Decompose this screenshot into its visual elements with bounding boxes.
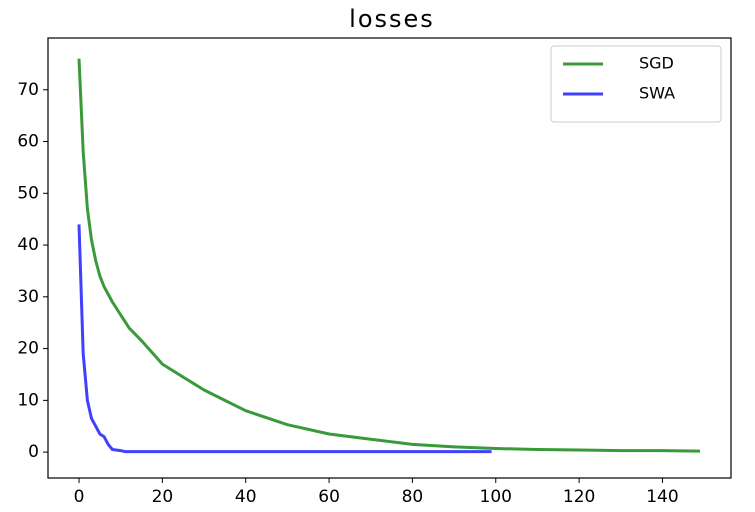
y-tick-label: 70	[17, 80, 39, 100]
x-tick-label: 60	[318, 487, 340, 507]
x-tick-label: 0	[74, 487, 85, 507]
x-tick-label: 40	[235, 487, 257, 507]
x-tick-label: 120	[563, 487, 595, 507]
legend-label: SGD	[639, 54, 674, 73]
y-tick-label: 20	[17, 339, 39, 359]
y-tick-label: 50	[17, 183, 39, 203]
series-line	[77, 58, 701, 453]
y-tick-label: 0	[28, 442, 39, 462]
legend-box	[550, 45, 722, 123]
x-tick-label: 80	[402, 487, 424, 507]
y-tick-label: 30	[17, 287, 39, 307]
y-tick-label: 60	[17, 132, 39, 152]
x-tick-label: 140	[646, 487, 678, 507]
x-tick-label: 100	[480, 487, 512, 507]
y-tick-label: 10	[17, 390, 39, 410]
legend-label: SWA	[639, 84, 675, 103]
x-tick-label: 20	[152, 487, 174, 507]
chart-title: losses	[349, 5, 435, 33]
plot-frame	[47, 37, 732, 479]
y-tick-label: 40	[17, 235, 39, 255]
series-line	[77, 224, 492, 454]
